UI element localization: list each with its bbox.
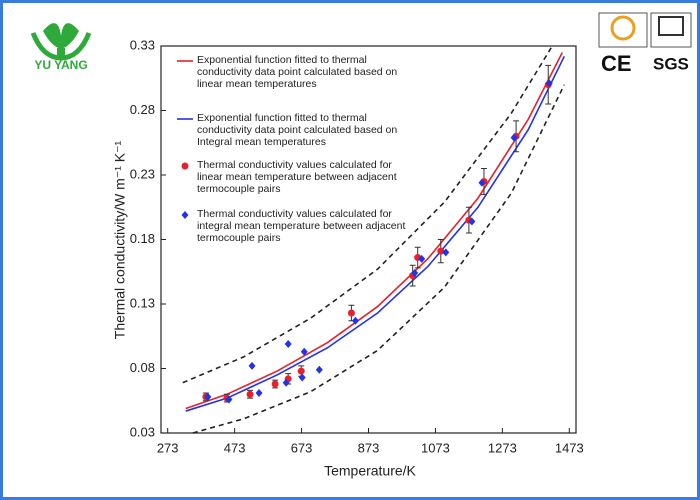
y-tick-label: 0.03: [130, 424, 155, 439]
brand-logo: [30, 23, 92, 61]
data-point: [297, 367, 305, 375]
fit-curve: [185, 52, 563, 410]
data-point: [282, 378, 290, 387]
data-point: [478, 178, 486, 187]
x-tick-label: 1273: [488, 440, 517, 455]
data-point: [351, 316, 359, 325]
data-point: [204, 392, 212, 401]
data-point: [248, 361, 256, 370]
y-axis-label: Thermal conductivity/W m⁻¹ K⁻¹: [112, 140, 128, 339]
x-tick-label: 873: [358, 440, 380, 455]
cert-badges: [598, 12, 692, 48]
legend-entry: Exponential function fitted to thermal c…: [197, 54, 398, 90]
sgs-mark: SGS: [653, 54, 689, 73]
x-tick-label: 273: [157, 440, 179, 455]
data-point: [298, 373, 306, 382]
y-tick-label: 0.23: [130, 166, 155, 181]
legend-entry: Thermal conductivity values calculated f…: [197, 208, 406, 244]
x-tick-label: 1473: [555, 440, 584, 455]
y-tick-label: 0.18: [130, 231, 155, 246]
y-tick-label: 0.08: [130, 360, 155, 375]
chart: YU YANG CE SGS Thermal conductivity/W m⁻…: [30, 12, 692, 479]
data-point: [545, 79, 553, 88]
ce-mark: CE: [601, 51, 632, 76]
data-point: [347, 309, 355, 317]
data-point: [418, 254, 426, 263]
legend-entry: Thermal conductivity values calculated f…: [197, 159, 397, 195]
legend-entry: Exponential function fitted to thermal c…: [197, 112, 398, 148]
y-tick-label: 0.28: [130, 102, 155, 117]
fit-curve: [185, 55, 566, 412]
data-point: [225, 395, 233, 404]
y-tick-label: 0.33: [130, 37, 155, 52]
x-tick-label: 1073: [421, 440, 450, 455]
x-tick-label: 673: [291, 440, 313, 455]
data-point: [271, 380, 279, 388]
data-point: [284, 339, 292, 348]
data-point: [246, 390, 254, 398]
data-point: [300, 347, 308, 356]
brand-text: YU YANG: [34, 58, 87, 72]
x-tick-label: 473: [224, 440, 246, 455]
legend-swatch: [181, 211, 189, 219]
data-point: [442, 248, 450, 257]
data-point: [255, 389, 263, 398]
x-axis-label: Temperature/K: [324, 463, 416, 479]
data-point: [315, 365, 323, 374]
data-point: [468, 217, 476, 226]
legend-swatch: [181, 162, 189, 170]
bound-curve: [182, 45, 553, 384]
data-point: [411, 269, 419, 278]
y-tick-label: 0.13: [130, 295, 155, 310]
data-point: [437, 247, 445, 255]
